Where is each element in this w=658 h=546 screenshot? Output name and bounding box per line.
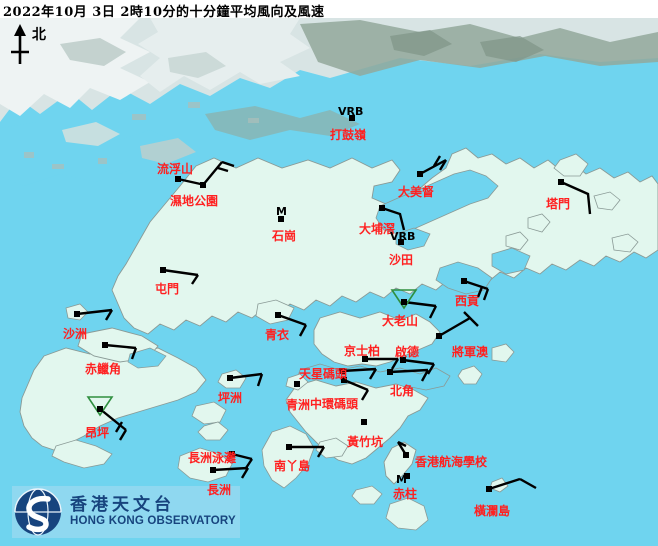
station-label: 屯門	[155, 282, 180, 296]
hko-logo-text: 香港天文台 HONG KONG OBSERVATORY	[70, 496, 236, 528]
station-label: 大美督	[398, 185, 435, 199]
station-label: 南丫島	[274, 459, 311, 473]
station-label: 石崗	[272, 229, 297, 243]
station-dot[interactable]	[160, 267, 166, 273]
station-label: 沙洲	[63, 327, 88, 341]
station-dot[interactable]	[74, 311, 80, 317]
station-label: 長洲泳灘	[188, 451, 237, 465]
station-label: 將軍澳	[452, 345, 489, 359]
station-dot[interactable]	[361, 419, 367, 425]
kowloon-peninsula	[295, 311, 451, 391]
station-label: 沙田	[389, 253, 414, 267]
station-dot[interactable]	[379, 205, 385, 211]
station-dot[interactable]	[401, 299, 407, 305]
station-dot[interactable]	[210, 467, 216, 473]
map-canvas[interactable]: 北 香港天文台 HONG KONG OBSERVATORY 打鼓嶺 VRB 流浮山濕…	[0, 18, 658, 546]
station-dot[interactable]	[175, 176, 181, 182]
station-dot[interactable]	[349, 115, 355, 121]
title-bar: 2022年10月 3日 2時10分的十分鐘平均風向及風速	[0, 0, 658, 20]
station-dot[interactable]	[286, 444, 292, 450]
station-missing-flag: M	[276, 205, 287, 218]
station-label: 黃竹坑	[347, 435, 384, 449]
station-triangle-marker	[86, 396, 114, 417]
station-label: 昂坪	[85, 426, 110, 440]
station-dot[interactable]	[362, 356, 368, 362]
station-dot[interactable]	[278, 216, 284, 222]
station-label: 青洲	[286, 398, 311, 412]
hko-logo-english: HONG KONG OBSERVATORY	[70, 515, 236, 527]
station-variable-wind-flag: VRB	[338, 105, 364, 118]
station-label: 赤柱	[393, 487, 418, 501]
station-dot[interactable]	[97, 406, 103, 412]
station-label: 天星碼頭	[299, 367, 348, 381]
station-dot[interactable]	[403, 452, 409, 458]
new-territories-landmass	[111, 147, 658, 335]
wind-barbs	[76, 155, 592, 491]
station-label: 香港航海學校	[415, 455, 488, 469]
page-title: 2022年10月 3日 2時10分的十分鐘平均風向及風速	[3, 5, 325, 20]
north-arrow: 北	[6, 22, 66, 70]
station-dot[interactable]	[486, 486, 492, 492]
station-label: 坪洲	[218, 391, 243, 405]
north-label: 北	[32, 27, 46, 43]
station-label: 塔門	[546, 197, 571, 211]
station-dot[interactable]	[294, 381, 300, 387]
station-dot[interactable]	[404, 473, 410, 479]
station-dot[interactable]	[387, 369, 393, 375]
station-label: 大埔滘	[359, 222, 396, 236]
station-label: 中環碼頭	[310, 397, 359, 411]
station-dot[interactable]	[227, 375, 233, 381]
station-dot[interactable]	[339, 368, 345, 374]
mainland-satellite-area	[0, 18, 658, 186]
north-arrow-icon	[11, 24, 29, 64]
station-label: 流浮山	[157, 162, 194, 176]
station-label: 青衣	[265, 328, 290, 342]
station-markers	[74, 115, 564, 492]
station-label: 啟德	[395, 345, 420, 359]
station-dot[interactable]	[275, 312, 281, 318]
station-label: 橫瀾島	[474, 504, 511, 518]
station-label: 濕地公園	[170, 194, 219, 208]
station-label: 北角	[390, 384, 415, 398]
station-missing-flag: M	[396, 473, 407, 486]
station-dot[interactable]	[102, 342, 108, 348]
hko-logo: 香港天文台 HONG KONG OBSERVATORY	[12, 486, 240, 538]
lantau-island	[19, 327, 207, 469]
station-dot[interactable]	[400, 357, 406, 363]
station-label: 大老山	[382, 314, 419, 328]
station-triangle-marker	[390, 289, 418, 310]
station-dot[interactable]	[200, 182, 206, 188]
hko-logo-icon	[12, 486, 64, 538]
station-dot[interactable]	[398, 239, 404, 245]
station-label: 長洲	[207, 483, 232, 497]
station-dot[interactable]	[341, 377, 347, 383]
station-dot[interactable]	[436, 333, 442, 339]
station-label: 京士柏	[344, 344, 381, 358]
station-dot[interactable]	[558, 179, 564, 185]
station-dot[interactable]	[229, 451, 235, 457]
station-variable-wind-flag: VRB	[390, 230, 416, 243]
station-dot[interactable]	[417, 171, 423, 177]
station-dot[interactable]	[461, 278, 467, 284]
station-label: 打鼓嶺	[330, 128, 367, 142]
map-graphics	[0, 18, 658, 546]
hong-kong-island	[285, 379, 429, 485]
station-label: 赤鱲角	[85, 362, 122, 376]
hko-logo-chinese: 香港天文台	[70, 495, 175, 515]
station-label: 西貢	[455, 294, 480, 308]
